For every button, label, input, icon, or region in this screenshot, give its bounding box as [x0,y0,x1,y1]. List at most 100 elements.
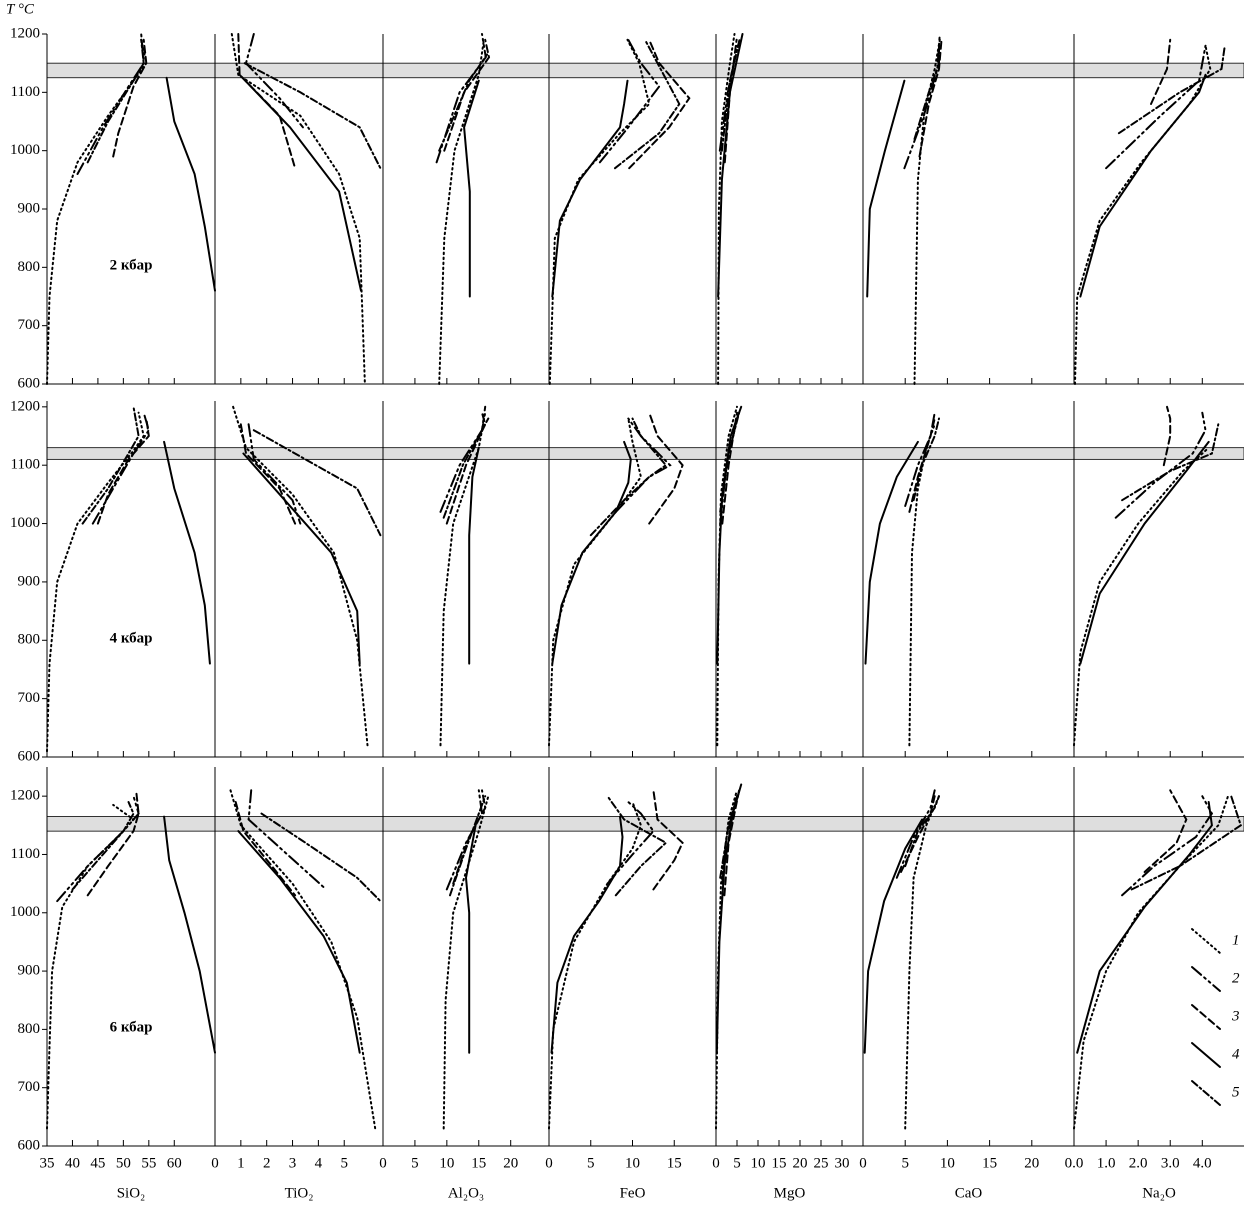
y-tick-label: 1100 [11,84,40,100]
curve [903,33,941,170]
curve [866,79,906,298]
x-tick-label: 4 [315,1155,323,1171]
curve [230,33,366,385]
curve [1074,44,1212,385]
x-tick-label: 3.0 [1161,1155,1180,1171]
curve [244,33,304,129]
curve [46,38,148,385]
y-tick-label: 900 [18,963,41,979]
band [715,62,864,79]
panel-label: 2 кбар [110,257,153,273]
x-tick-label: 30 [835,1155,850,1171]
band [862,447,1075,460]
curve [648,411,684,525]
x-tick-label: 0 [211,1155,219,1171]
band [382,62,550,79]
curve [1130,795,1242,891]
x-tick-label: 15 [772,1155,787,1171]
curve [918,38,943,158]
curve [76,33,145,175]
x-tick-label: 10 [940,1155,955,1171]
legend-label: 3 [1231,1008,1240,1024]
band [46,62,216,79]
curve [1105,44,1207,170]
x-tick-label: 5 [733,1155,741,1171]
curve [1073,795,1229,1130]
curve [652,789,684,891]
x-tick-label: 15 [667,1155,682,1171]
curve [243,62,382,170]
curve [163,815,216,1054]
x-tick-label: 55 [141,1155,156,1171]
curve [438,53,489,152]
x-tick-label: 1.0 [1097,1155,1116,1171]
curve [252,429,382,537]
curve [721,411,738,525]
curve [96,417,150,525]
curve [1076,801,1213,1054]
curve [904,795,940,868]
curve [723,789,741,897]
y-tick-label: 600 [18,1137,41,1153]
y-tick-label: 700 [18,317,41,333]
x-tick-label: 0 [859,1155,867,1171]
curve [913,44,940,140]
curve [1117,44,1226,135]
x-axis-label: TiO₂ [285,1185,314,1201]
curve [719,795,738,879]
y-tick-label: 900 [18,573,41,589]
curve [614,38,681,170]
curve [442,795,490,1130]
curve [1114,411,1207,519]
x-tick-label: 25 [814,1155,829,1171]
y-tick-label: 600 [18,375,41,391]
x-tick-label: 10 [625,1155,640,1171]
curve [234,801,297,897]
curve [464,824,477,1054]
band [862,62,1075,79]
y-tick-label: 800 [18,1021,41,1037]
y-tick-label: 800 [18,259,41,275]
y-tick-label: 1200 [10,788,40,804]
curve [229,789,377,1130]
curve [165,76,216,292]
curve [598,38,661,164]
legend-label: 4 [1232,1046,1240,1062]
legend-label: 5 [1232,1084,1240,1100]
x-tick-label: 0 [712,1155,720,1171]
curve [716,405,743,665]
curve [606,801,655,885]
curve [908,423,936,747]
panel-label: 6 кбар [110,1019,153,1035]
curve [1073,446,1210,747]
y-tick-label: 1200 [10,25,40,41]
x-axis-label: CaO [955,1185,983,1201]
x-tick-label: 5 [901,1155,909,1171]
band [548,447,717,460]
y-tick-label: 700 [18,690,41,706]
x-tick-label: 60 [167,1155,182,1171]
y-axis-label: T °C [6,1,35,17]
band [862,816,1075,832]
curve [717,33,744,298]
y-tick-label: 700 [18,1079,41,1095]
curve [239,423,297,525]
y-tick-label: 1000 [10,515,40,531]
curve [895,789,936,879]
curve [439,411,487,747]
x-tick-label: 0.0 [1065,1155,1084,1171]
y-tick-label: 900 [18,200,41,216]
x-axis-label: MgO [774,1185,806,1201]
curve [863,818,924,1054]
curve [548,417,642,747]
curve [1079,73,1207,298]
x-tick-label: 40 [65,1155,80,1171]
curve [614,417,672,513]
x-axis-label: Al₂O₃ [448,1185,484,1201]
curve [71,801,135,891]
x-tick-label: 2 [263,1155,271,1171]
x-tick-label: 20 [793,1155,808,1171]
x-tick-label: 20 [1024,1155,1039,1171]
